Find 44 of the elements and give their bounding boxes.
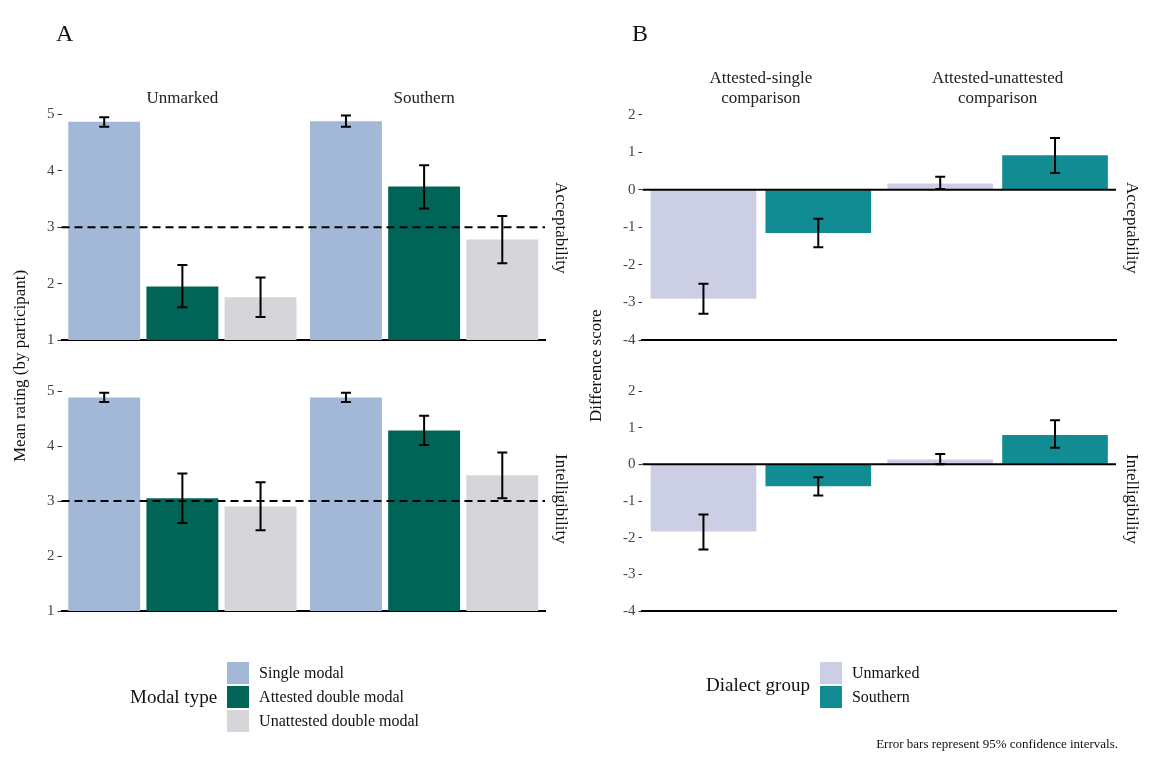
y-tick-label: -4 — [623, 330, 636, 347]
y-tick-label: 5 — [47, 105, 55, 122]
y-tick-label: 2 — [47, 546, 55, 563]
legend-title: Dialect group — [706, 674, 810, 696]
text: Acceptability — [551, 181, 571, 276]
legend-label: Single modal — [259, 664, 344, 682]
y-tick-label: -2 — [623, 255, 636, 272]
y-tick-label: 2 — [628, 381, 636, 398]
y-axis-title: Mean rating (by participant) — [10, 268, 30, 464]
y-tick-label: 1 — [47, 330, 55, 347]
y-tick-label: 0 — [628, 180, 636, 197]
text: Intelligibility — [1122, 453, 1142, 546]
legend-title: Modal type — [130, 686, 218, 708]
text: Intelligibility — [551, 453, 571, 546]
y-tick-label: 4 — [47, 161, 55, 178]
y-tick-label: 1 — [628, 143, 636, 160]
text: B — [632, 20, 649, 47]
text: A — [56, 20, 74, 47]
y-tick-label: -1 — [623, 218, 636, 235]
y-tick-label: 5 — [47, 381, 55, 398]
y-tick-label: 3 — [47, 218, 55, 235]
y-tick-label: 2 — [47, 274, 55, 291]
x-tick-label: Attested-unattested comparison — [932, 67, 1064, 108]
y-tick-label: -2 — [623, 528, 636, 545]
x-tick-label: Unmarked — [146, 87, 219, 107]
y-tick-label: 1 — [628, 418, 636, 435]
y-tick-label: -4 — [623, 601, 636, 618]
y-tick-label: -1 — [623, 491, 636, 508]
y-tick-label: -3 — [623, 293, 636, 310]
y-tick-label: 4 — [47, 436, 55, 453]
x-tick-label: Southern — [393, 87, 456, 107]
y-tick-label: 2 — [628, 105, 636, 122]
legend-label: Attested double modal — [259, 688, 404, 706]
legend-label: Unattested double modal — [259, 712, 420, 730]
y-axis-title: Difference score — [586, 308, 606, 424]
text: Error bars represent 95% confidence intervals. — [876, 736, 1118, 752]
legend-label: Southern — [851, 688, 910, 706]
text: Acceptability — [1122, 181, 1142, 276]
y-tick-label: -3 — [623, 565, 636, 582]
legend-label: Unmarked — [851, 664, 920, 682]
y-tick-label: 0 — [628, 455, 636, 472]
y-tick-label: 3 — [47, 491, 55, 508]
y-tick-label: 1 — [47, 601, 55, 618]
x-tick-label: Attested-single comparison — [709, 67, 813, 108]
